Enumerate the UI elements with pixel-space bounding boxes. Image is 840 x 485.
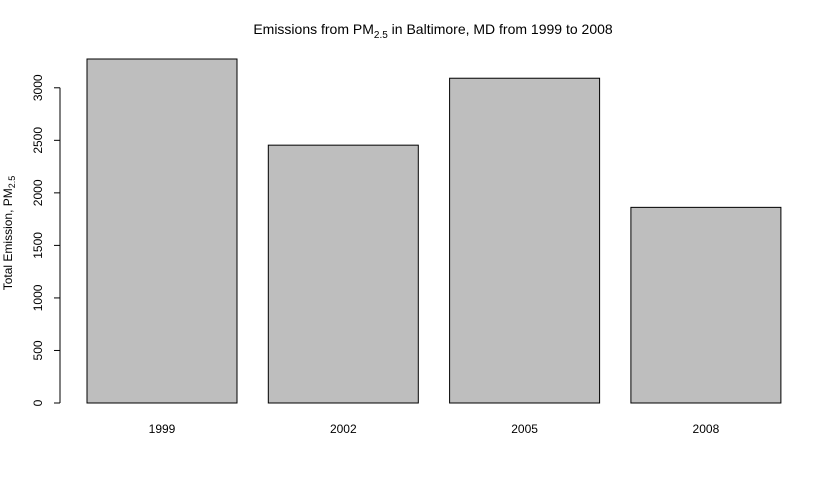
y-axis-label: Total Emission, PM2.5 (1, 176, 17, 291)
y-axis-tick-label: 2000 (31, 179, 45, 206)
y-axis-label-subscript: 2.5 (7, 176, 17, 189)
y-axis-tick-label: 3000 (31, 74, 45, 101)
y-axis-label-prefix: Total Emission, PM (1, 188, 15, 290)
chart-title-subscript: 2.5 (374, 30, 388, 41)
y-axis: 0 500 1000 1500 2000 2500 3000 (31, 74, 61, 406)
x-axis-tick-label-1999: 1999 (149, 422, 176, 436)
chart-title: Emissions from PM2.5 in Baltimore, MD fr… (253, 21, 613, 41)
bars (86, 58, 782, 404)
y-axis-tick-label: 1500 (31, 232, 45, 259)
bar-2005 (449, 77, 601, 404)
bar-2002 (267, 144, 419, 404)
x-axis-tick-label-2008: 2008 (693, 422, 720, 436)
chart-title-prefix: Emissions from PM (253, 21, 374, 37)
y-axis-tick-label: 500 (31, 340, 45, 360)
y-axis-tick-label: 2500 (31, 127, 45, 154)
y-axis-tick-label: 1000 (31, 284, 45, 311)
chart-title-suffix: in Baltimore, MD from 1999 to 2008 (388, 21, 613, 37)
y-axis-tick-label: 0 (31, 399, 45, 406)
bar-1999 (86, 58, 238, 404)
bar-2008 (630, 206, 782, 404)
x-axis-tick-labels: 1999 2002 2005 2008 (149, 422, 720, 436)
x-axis-tick-label-2005: 2005 (511, 422, 538, 436)
x-axis-tick-label-2002: 2002 (330, 422, 357, 436)
